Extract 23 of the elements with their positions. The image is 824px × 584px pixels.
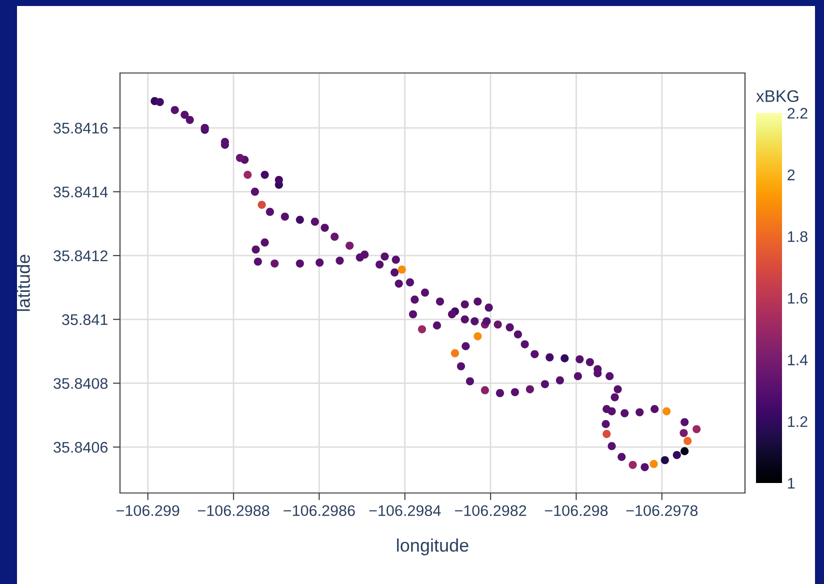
y-tick-label: 35.8412 [54,250,108,262]
color-bar-title: xBKG [756,90,798,102]
y-tick-label: 35.8414 [54,186,108,198]
x-tick-label: −106.2984 [369,505,441,516]
y-tick-label: 35.8416 [54,122,108,134]
x-tick-label: −106.299 [116,505,180,516]
color-bar-label: 1 [788,478,795,489]
x-tick-label: −106.2988 [198,505,270,516]
x-tick-label: −106.2986 [284,505,355,516]
x-axis-title: longitude [397,538,468,556]
y-tick-label: 35.841 [62,314,108,326]
color-bar-label: 2.2 [788,108,808,119]
y-tick-label: 35.8406 [54,442,108,453]
color-bar-label: 1.2 [788,416,808,427]
y-axis-title: latitude [16,254,30,311]
color-bar-label: 1.4 [788,354,808,366]
color-bar-label: 1.8 [788,231,808,242]
color-bar-label: 1.6 [788,292,808,304]
x-tick-label: −106.2978 [626,505,698,516]
x-tick-label: −106.2982 [454,505,526,516]
y-tick-label: 35.8408 [54,378,108,389]
x-tick-label: −106.298 [544,505,608,516]
color-bar-label: 2 [788,170,795,180]
